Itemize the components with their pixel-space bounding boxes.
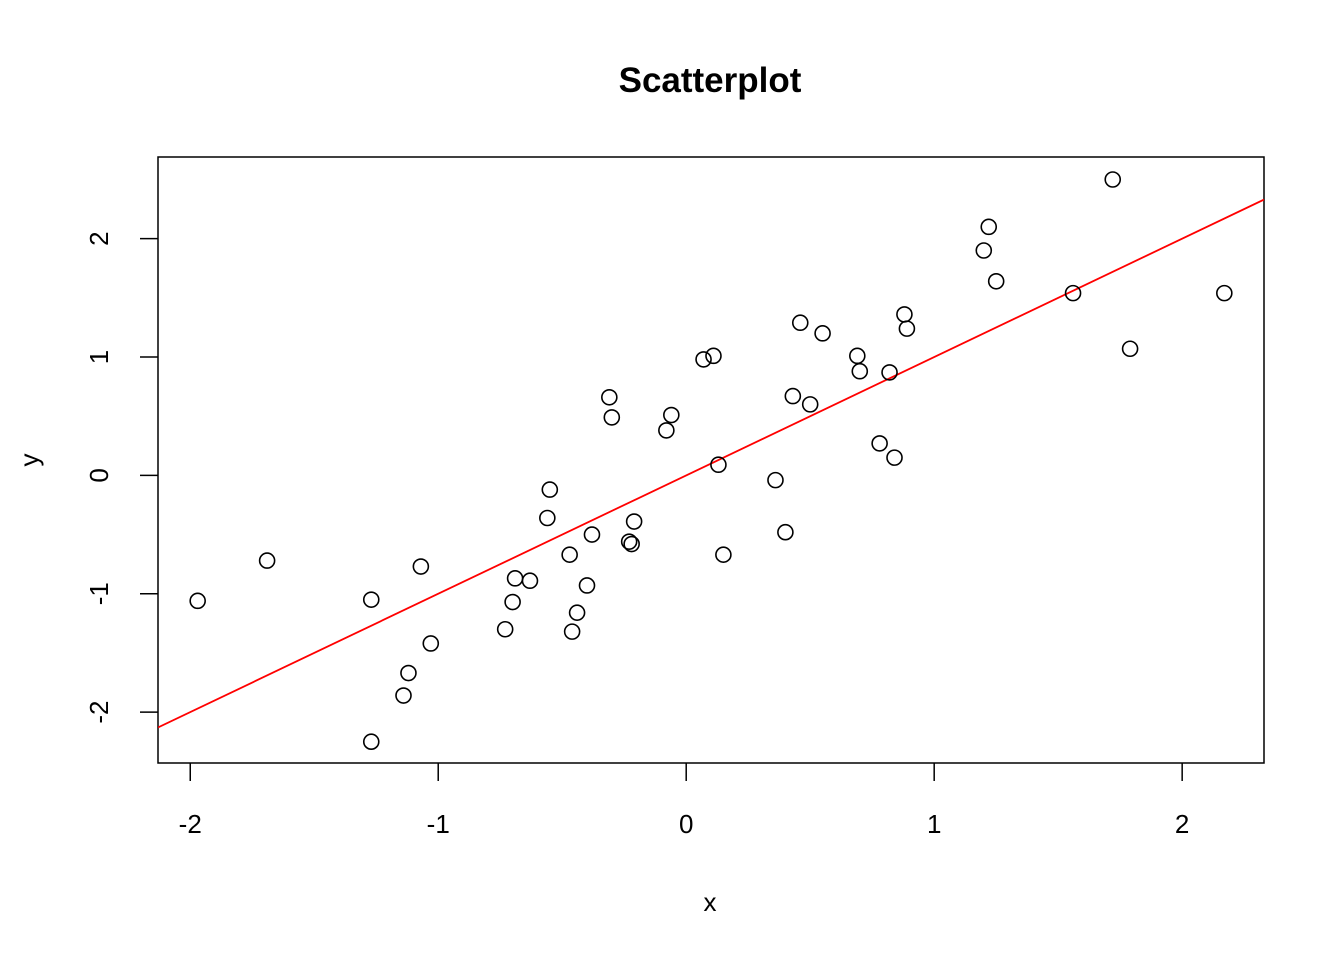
- data-point: [563, 623, 581, 640]
- y-axis: -2 -1 0 1 2: [84, 231, 158, 724]
- data-point: [710, 456, 727, 474]
- data-point: [777, 523, 794, 541]
- data-point: [881, 364, 898, 381]
- data-point: [896, 306, 913, 323]
- data-point: [541, 481, 559, 498]
- data-point: [400, 664, 417, 682]
- data-point: [695, 351, 712, 368]
- data-point: [801, 396, 819, 413]
- x-tick-label: -2: [179, 809, 202, 839]
- data-point: [658, 422, 675, 439]
- y-tick-label: -1: [84, 582, 114, 605]
- data-point: [623, 535, 640, 553]
- data-point: [705, 347, 722, 365]
- x-tick-label: 2: [1175, 809, 1189, 839]
- data-point: [784, 387, 802, 405]
- data-point: [871, 435, 888, 452]
- data-point: [583, 526, 601, 543]
- data-point: [1121, 340, 1139, 358]
- data-point: [539, 509, 556, 527]
- data-point: [362, 591, 380, 608]
- data-point: [506, 570, 524, 587]
- data-point: [980, 218, 998, 236]
- data-point: [578, 577, 596, 594]
- data-point: [601, 388, 618, 406]
- data-point: [1064, 284, 1082, 302]
- x-tick-label: 1: [927, 809, 941, 839]
- data-point: [791, 314, 809, 332]
- data-point: [849, 347, 866, 365]
- data-point: [814, 325, 831, 342]
- x-tick-label: -1: [427, 809, 450, 839]
- data-point: [663, 406, 680, 424]
- data-point: [189, 592, 206, 610]
- plot-frame: [157, 156, 1265, 764]
- x-axis: -2 -1 0 1 2: [179, 763, 1189, 839]
- data-point: [1216, 284, 1233, 302]
- data-point: [715, 546, 732, 563]
- data-point: [886, 449, 903, 466]
- data-point: [496, 620, 514, 638]
- y-tick-label: 2: [84, 231, 114, 245]
- data-point: [898, 320, 916, 337]
- data-point: [561, 546, 578, 563]
- data-point: [362, 733, 380, 750]
- chart-title: Scatterplot: [619, 61, 802, 100]
- data-point: [258, 552, 276, 569]
- data-point: [987, 272, 1005, 290]
- y-axis-label: y: [14, 454, 44, 467]
- data-point: [603, 409, 621, 426]
- data-point: [975, 242, 993, 259]
- data-point: [422, 635, 440, 652]
- data-points: [189, 171, 1233, 750]
- data-point: [521, 572, 539, 590]
- x-tick-label: 0: [679, 809, 693, 839]
- data-point: [1104, 171, 1122, 188]
- y-tick-label: 1: [84, 350, 114, 364]
- data-point: [568, 604, 586, 621]
- data-point: [625, 513, 643, 530]
- data-point: [412, 558, 430, 575]
- y-tick-label: -2: [84, 701, 114, 724]
- y-tick-label: 0: [84, 468, 114, 482]
- data-point: [620, 533, 638, 550]
- x-axis-label: x: [704, 887, 717, 917]
- data-point: [504, 593, 521, 611]
- data-point: [851, 362, 869, 380]
- data-point: [395, 687, 412, 704]
- data-point: [767, 471, 784, 489]
